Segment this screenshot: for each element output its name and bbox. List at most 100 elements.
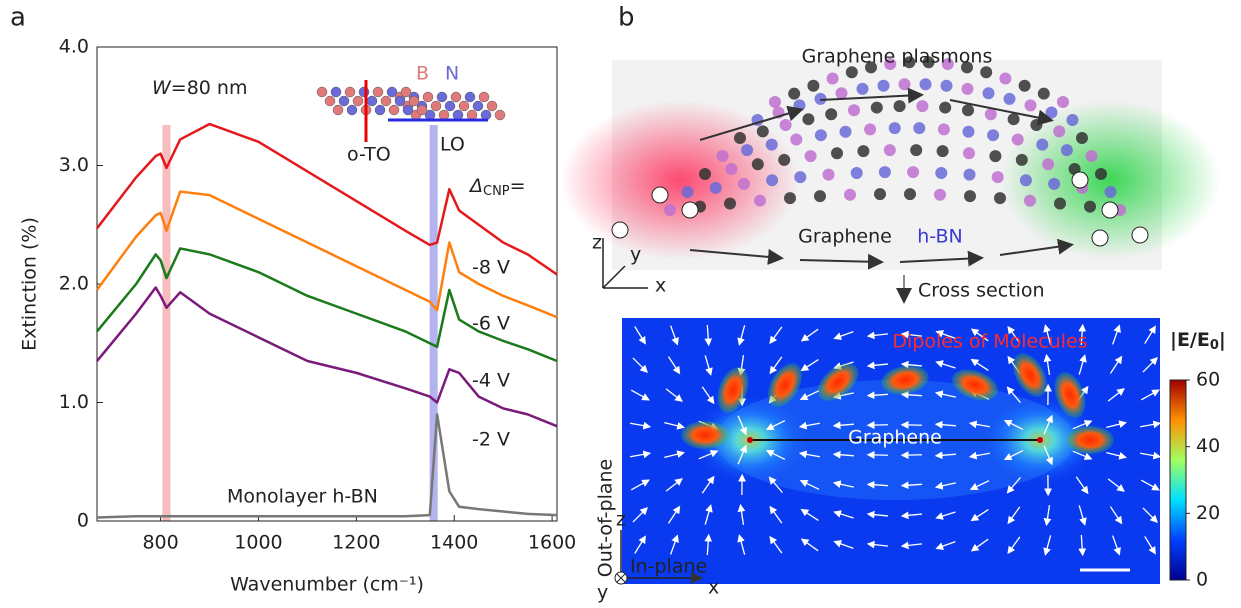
atom [1086, 150, 1098, 162]
hbn-inset [317, 80, 505, 142]
atom [802, 113, 814, 125]
atom [851, 167, 863, 179]
atom [367, 96, 377, 106]
atom [734, 132, 746, 144]
axis-letter: z [616, 509, 626, 531]
atom [487, 101, 497, 111]
atom [934, 189, 946, 201]
atom [395, 96, 405, 106]
atom [790, 134, 802, 146]
atom [1057, 96, 1069, 108]
annotation: N [445, 63, 459, 85]
atom [717, 150, 729, 162]
atom [1048, 178, 1060, 190]
y-tick-label: 1.0 [59, 391, 89, 413]
atom [935, 167, 947, 179]
charge [1072, 172, 1088, 188]
atom [459, 101, 469, 111]
series-label: -2 V [472, 429, 510, 451]
atom [757, 125, 769, 137]
atom [987, 129, 999, 141]
colorbar-title: |E/E0| [1170, 329, 1226, 353]
atom [437, 92, 447, 102]
atom [1012, 134, 1024, 146]
atom [937, 145, 949, 157]
atom [710, 182, 722, 194]
atom [848, 104, 860, 116]
atom [899, 78, 911, 90]
atom [999, 72, 1011, 84]
atom [1004, 93, 1016, 105]
colorbar-title: 0 [1210, 338, 1219, 353]
atom [879, 166, 891, 178]
atom [766, 139, 778, 151]
atom [1020, 174, 1032, 186]
atom [910, 144, 922, 156]
diagram-label: Graphene plasmons [802, 46, 993, 68]
charge [1092, 230, 1108, 246]
atom [1030, 119, 1042, 131]
series-label: -4 V [472, 370, 510, 392]
atom [920, 78, 932, 90]
atom [331, 87, 341, 97]
axis-letter: z [592, 232, 602, 254]
atom [1061, 144, 1073, 156]
axis-letter: y [597, 582, 608, 604]
charge [652, 187, 668, 203]
map-axis-label: Out-of-plane [595, 459, 617, 578]
dipole-molecule [1066, 426, 1114, 454]
highlight-band [162, 125, 170, 521]
atom [989, 150, 1001, 162]
annotation: CNP [483, 184, 510, 199]
colorbar-tick-label: 60 [1196, 369, 1220, 391]
atom [778, 154, 790, 166]
x-tick-label: 1000 [234, 532, 282, 554]
annotation: =80 nm [171, 77, 248, 99]
map-label: Graphene [848, 427, 942, 449]
atom [1095, 168, 1107, 180]
charge [1102, 202, 1118, 218]
atom [431, 101, 441, 111]
atom [831, 147, 843, 159]
atom [805, 150, 817, 162]
atom [871, 102, 883, 114]
atom [1008, 113, 1020, 125]
atom [836, 87, 848, 99]
atom [345, 87, 355, 97]
annotation: B [416, 63, 429, 85]
atom [1054, 197, 1066, 209]
atom [962, 83, 974, 95]
x-tick-label: 800 [142, 532, 178, 554]
atom [840, 126, 852, 138]
atom [769, 96, 781, 108]
x-tick-label: 1600 [528, 532, 576, 554]
atom [754, 195, 766, 207]
atom [766, 174, 778, 186]
atom [788, 88, 800, 100]
atom [317, 87, 327, 97]
x-tick-label: 1400 [430, 532, 478, 554]
dipole-molecule [681, 421, 729, 449]
atom [907, 166, 919, 178]
atom [1038, 88, 1050, 100]
atom [916, 100, 928, 112]
atom [1046, 107, 1058, 119]
y-tick-label: 3.0 [59, 154, 89, 176]
atom [815, 129, 827, 141]
atom [325, 96, 335, 106]
atom [874, 188, 886, 200]
atom [381, 96, 391, 106]
atom [962, 104, 974, 116]
atom [1016, 154, 1028, 166]
x-axis-label: Wavenumber (cm⁻¹) [230, 574, 424, 596]
atom [913, 122, 925, 134]
atom [963, 126, 975, 138]
colorbar-tick-label: 20 [1196, 502, 1220, 524]
atom [939, 102, 951, 114]
atom [451, 92, 461, 102]
atom [339, 96, 349, 106]
atom [864, 123, 876, 135]
atom [878, 80, 890, 92]
ribbon-edge [1037, 437, 1043, 443]
charge [682, 202, 698, 218]
